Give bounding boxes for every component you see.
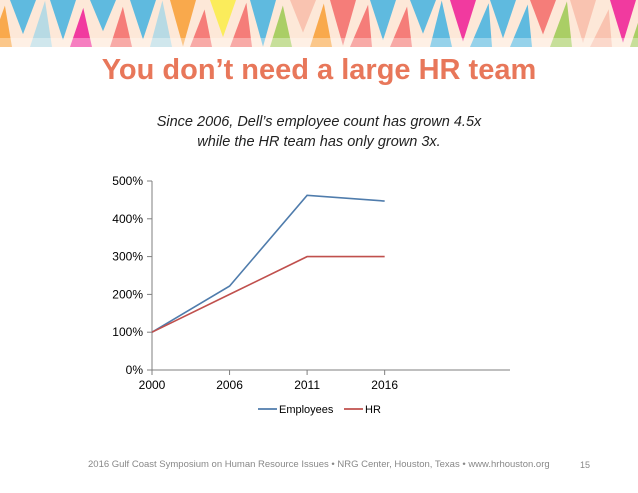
banner-triangle (290, 0, 316, 33)
subtitle-line-1: Since 2006, Dell’s employee count has gr… (156, 114, 482, 130)
decorative-banner (0, 0, 638, 47)
banner-triangle (210, 0, 236, 38)
banner-triangle (390, 6, 412, 47)
banner-triangle (230, 2, 252, 47)
banner-triangle (530, 0, 556, 35)
banner-triangle (590, 9, 612, 47)
banner-triangle (570, 0, 596, 44)
x-tick-label: 2000 (139, 378, 166, 392)
banner-triangle (470, 3, 492, 47)
y-tick-label: 400% (112, 212, 143, 226)
legend-label: Employees (279, 404, 334, 416)
y-tick-label: 500% (112, 174, 143, 188)
banner-fade (0, 38, 638, 47)
banner-triangle (90, 0, 116, 32)
footer-text: 2016 Gulf Coast Symposium on Human Resou… (88, 459, 550, 470)
banner-triangle (110, 6, 132, 47)
banner-triangle (50, 0, 76, 41)
banner-triangle (70, 7, 92, 47)
x-tick-label: 2011 (294, 378, 320, 392)
banner-triangle (10, 0, 36, 35)
y-tick-label: 200% (112, 287, 143, 301)
chart-subtitle: Since 2006, Dell’s employee count has gr… (0, 112, 638, 152)
banner-triangle (30, 0, 52, 47)
banner-triangle (370, 0, 396, 41)
series-line-hr (151, 255, 385, 333)
banner-triangle (310, 3, 332, 47)
page-number: 15 (580, 460, 591, 470)
banner-triangle (350, 4, 372, 47)
x-tick-label: 2006 (216, 378, 243, 392)
banner-triangle (410, 0, 436, 34)
banner-triangle (510, 4, 532, 47)
series-line-employees (151, 194, 385, 333)
banner-triangle (250, 0, 276, 47)
banner-triangle (190, 9, 212, 47)
banner-triangle (170, 0, 196, 47)
banner-triangle (130, 0, 156, 40)
banner-triangle (610, 0, 636, 43)
banner-triangle (430, 0, 452, 47)
banner-triangle (270, 5, 292, 47)
y-tick-label: 300% (112, 250, 143, 264)
footer: 2016 Gulf Coast Symposium on Human Resou… (0, 457, 638, 477)
banner-triangle (0, 5, 12, 47)
y-tick-label: 100% (112, 325, 143, 339)
banner-triangle (330, 0, 356, 46)
y-tick-label: 0% (126, 363, 144, 377)
legend-label: HR (365, 404, 381, 416)
banner-triangle (150, 0, 172, 47)
page-title: You don’t need a large HR team (101, 54, 537, 86)
banner-triangle (490, 0, 516, 39)
banner-triangle (450, 0, 476, 42)
banner-triangle (550, 1, 572, 47)
banner-triangle (630, 22, 638, 47)
x-tick-label: 2016 (371, 378, 398, 392)
subtitle-line-2: while the HR team has only grown 3x. (197, 134, 441, 150)
